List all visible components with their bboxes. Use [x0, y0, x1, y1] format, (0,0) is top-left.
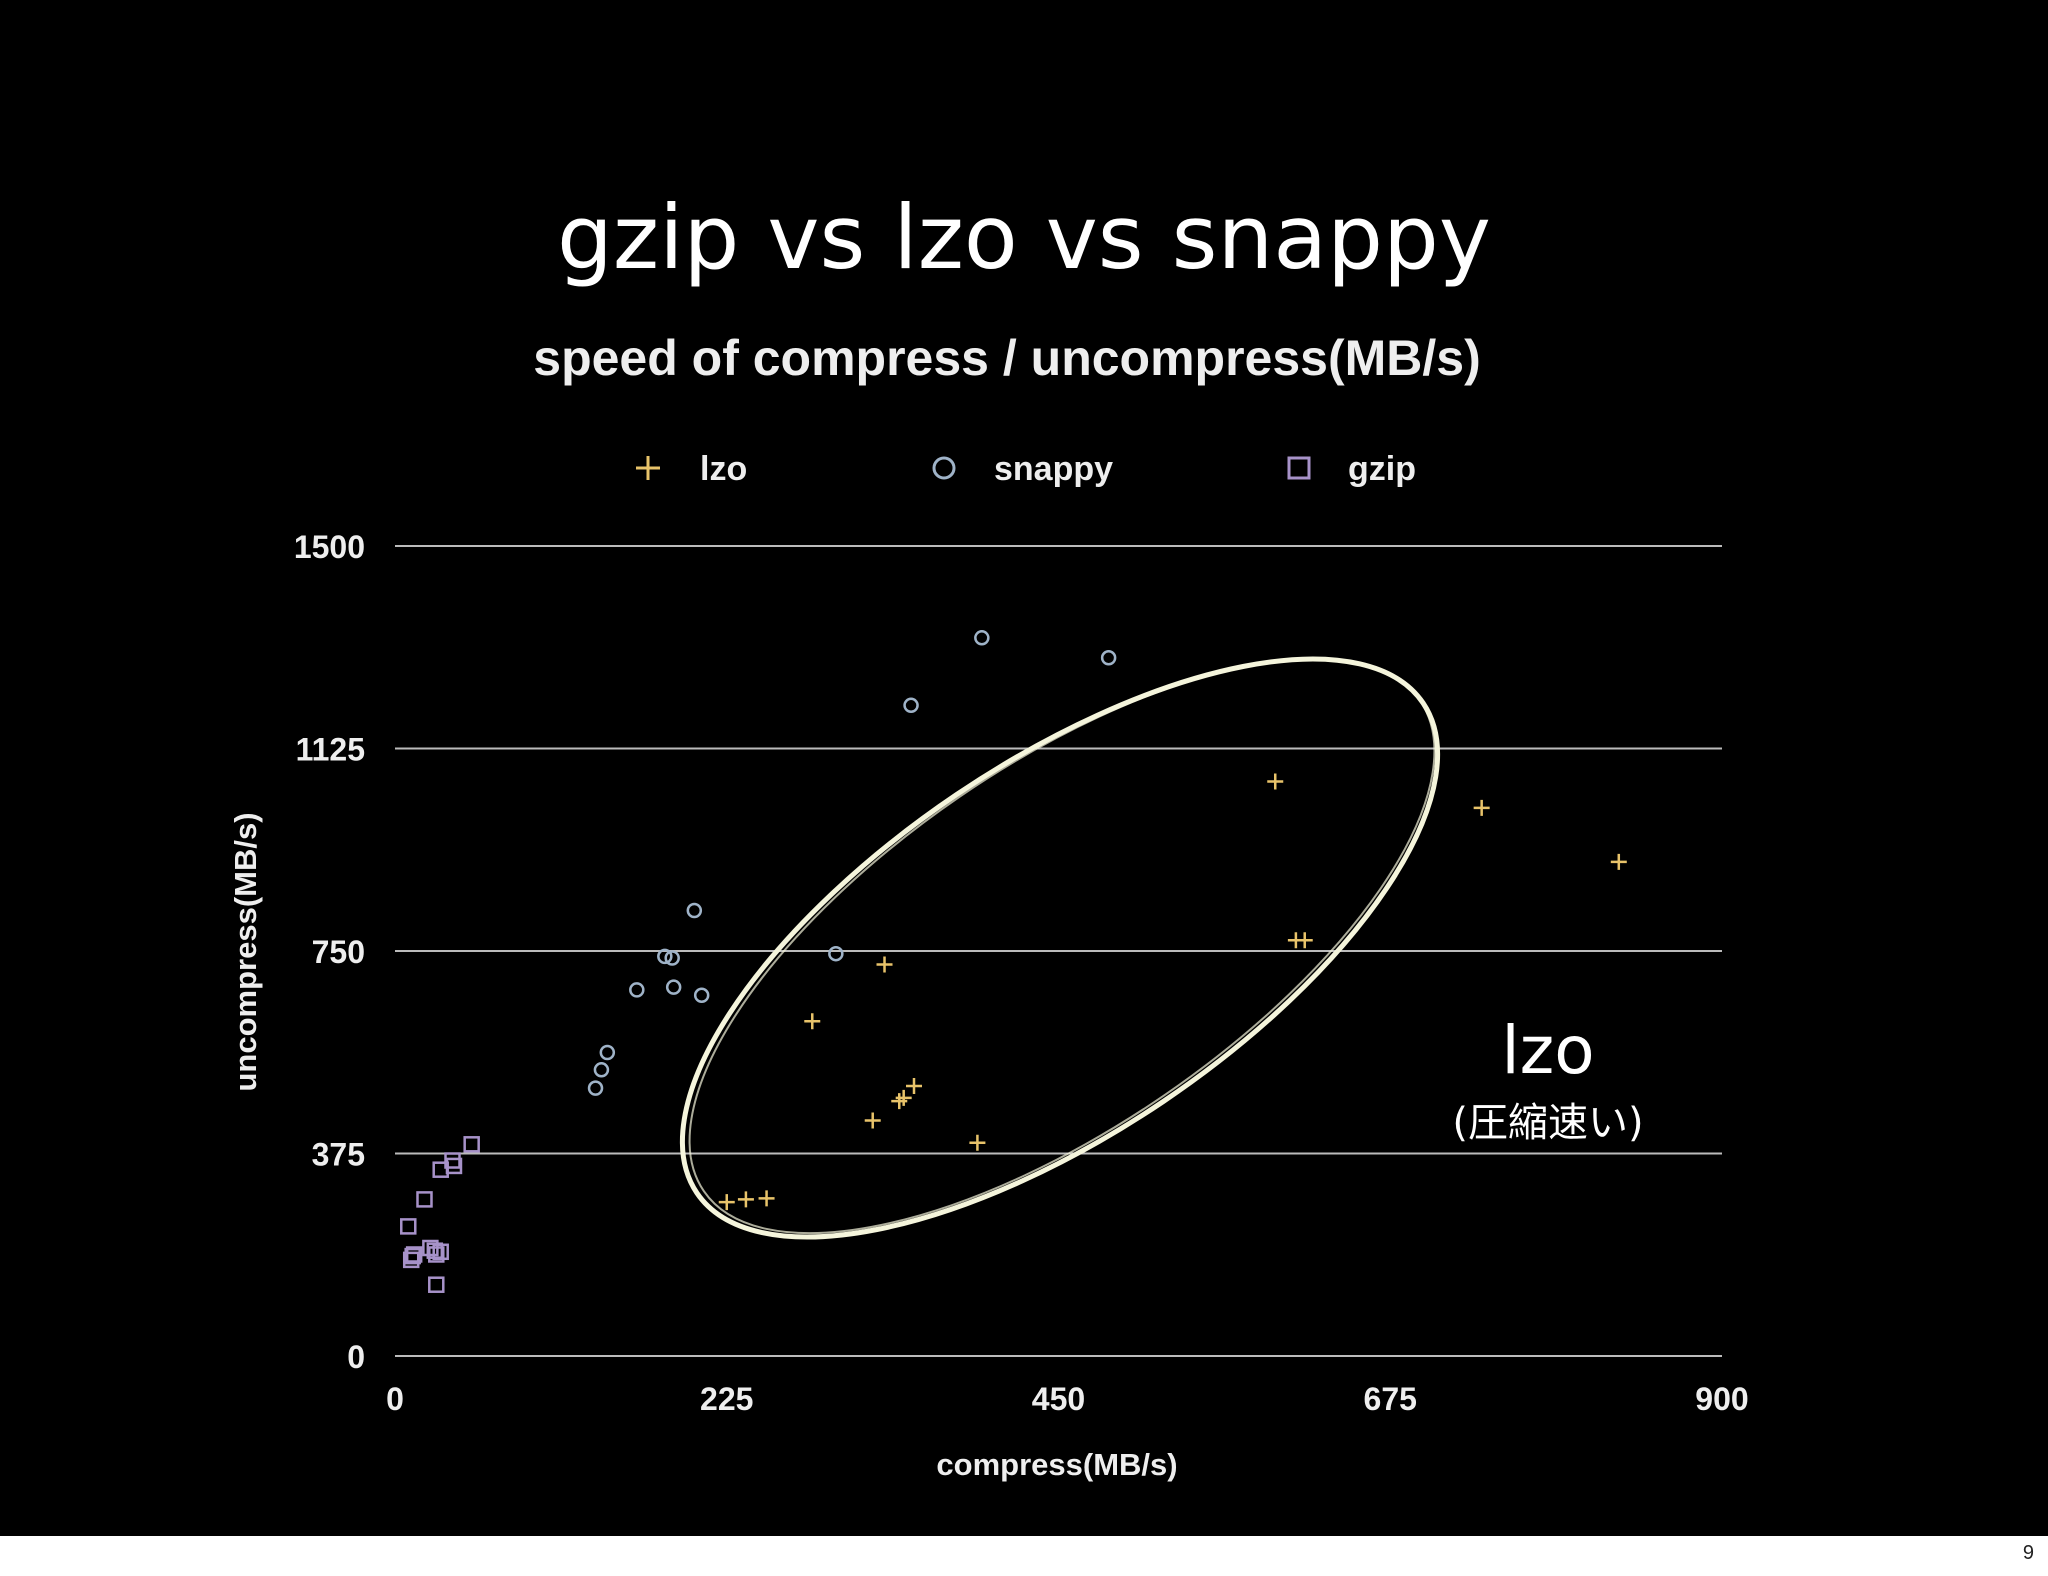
snappy-point-12: [1100, 650, 1117, 666]
snappy-point-2: [599, 1044, 616, 1061]
grid-lines: [395, 545, 1722, 1357]
legend-snappy-circle-marker: [932, 456, 956, 480]
lzo-point-10: [1267, 773, 1284, 790]
data-points: [400, 630, 1627, 1293]
snappy-point-1: [593, 1062, 610, 1078]
legend-gzip-square-marker: [1287, 456, 1311, 480]
x-tick-label-0: 0: [386, 1381, 404, 1417]
snappy-point-9: [828, 945, 844, 962]
x-tick-label-675: 675: [1364, 1381, 1417, 1417]
gzip-point-7: [428, 1246, 445, 1263]
x-tick-label-450: 450: [1032, 1381, 1085, 1417]
y-tick-label-1500: 1500: [294, 529, 365, 565]
legend-gzip-label: gzip: [1348, 450, 1416, 488]
gzip-point-0: [400, 1218, 417, 1235]
snappy-point-8: [693, 987, 710, 1004]
gzip-point-12: [445, 1157, 463, 1175]
legend-item-gzip: gzip: [1287, 450, 1416, 488]
snappy-point-5: [664, 950, 680, 966]
snappy-point-10: [903, 697, 919, 714]
gzip-point-11: [444, 1152, 461, 1169]
gzip-point-9: [432, 1243, 449, 1261]
series-snappy: [587, 630, 1117, 1096]
y-axis-label: uncompress(MB/s): [228, 812, 263, 1091]
lzo-point-2: [758, 1190, 775, 1207]
x-axis-ticks: 0 225 450 675 900: [386, 1381, 1749, 1417]
lzo-point-4: [864, 1112, 881, 1129]
x-axis-label: compress(MB/s): [936, 1447, 1177, 1482]
lzo-point-7: [895, 1089, 912, 1106]
lzo-highlight-ellipse-stroke2: [688, 657, 1436, 1235]
gzip-point-13: [463, 1136, 480, 1153]
gzip-point-3: [405, 1246, 423, 1263]
snappy-point-6: [665, 979, 682, 995]
legend-lzo-plus-marker: [636, 456, 660, 480]
x-tick-label-225: 225: [700, 1381, 753, 1417]
y-axis-ticks: 0 375 750 1125 1500: [294, 529, 365, 1375]
legend-snappy-label: snappy: [994, 450, 1113, 488]
chart-title: speed of compress / uncompress(MB/s): [533, 330, 1480, 386]
lzo-point-13: [1473, 799, 1490, 816]
y-tick-label-1125: 1125: [296, 732, 365, 768]
snappy-point-4: [657, 948, 673, 965]
lzo-point-3: [804, 1013, 821, 1030]
series-lzo: [718, 773, 1627, 1211]
snappy-point-0: [587, 1080, 604, 1096]
lzo-point-8: [906, 1078, 923, 1094]
lzo-point-0: [718, 1194, 735, 1211]
slide-title: gzip vs lzo vs snappy: [557, 186, 1491, 289]
legend-lzo-label: lzo: [700, 450, 747, 488]
y-tick-label-375: 375: [312, 1137, 365, 1173]
legend-item-snappy: snappy: [932, 450, 1113, 488]
annotation-label: lzo: [1501, 1012, 1594, 1089]
gzip-point-1: [402, 1251, 420, 1269]
page-number: 9: [2022, 1542, 2034, 1564]
x-tick-label-900: 900: [1695, 1381, 1748, 1417]
lzo-point-1: [737, 1191, 754, 1208]
snappy-point-3: [629, 982, 645, 998]
series-gzip: [400, 1136, 480, 1293]
lzo-annotation: lzo (圧縮速い): [679, 656, 1644, 1240]
slide: gzip vs lzo vs snappy speed of compress …: [0, 0, 2048, 1536]
gzip-point-4: [416, 1191, 433, 1208]
snappy-point-11: [974, 630, 990, 646]
lzo-highlight-ellipse: [679, 656, 1441, 1240]
lzo-point-14: [1610, 853, 1627, 870]
gzip-point-8: [428, 1276, 445, 1293]
lzo-point-5: [876, 956, 893, 973]
lzo-point-9: [969, 1134, 986, 1151]
annotation-sublabel: (圧縮速い): [1452, 1100, 1643, 1146]
legend: lzo snappy gzip: [636, 450, 1416, 488]
chart: gzip vs lzo vs snappy speed of compress …: [228, 186, 1749, 1482]
legend-item-lzo: lzo: [636, 450, 747, 488]
y-tick-label-0: 0: [347, 1339, 365, 1375]
y-tick-label-750: 750: [312, 934, 365, 970]
lzo-point-12: [1296, 932, 1313, 949]
gzip-point-2: [404, 1247, 421, 1265]
snappy-point-7: [686, 902, 703, 919]
